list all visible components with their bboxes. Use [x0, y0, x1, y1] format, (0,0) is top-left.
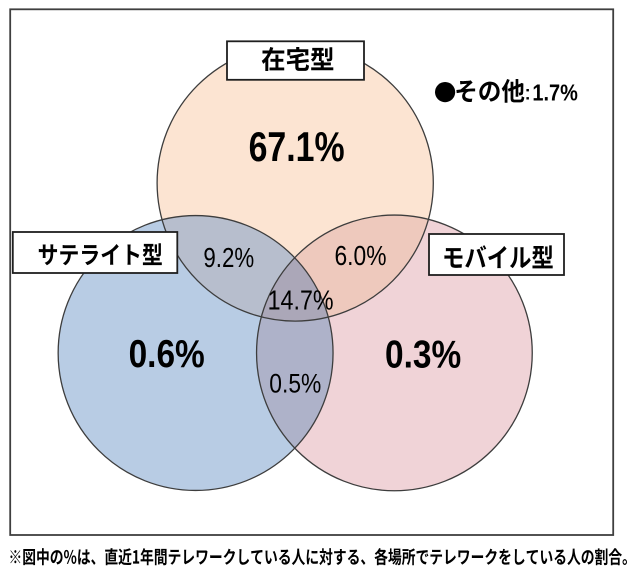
svg-text:9.2%: 9.2% [203, 242, 254, 273]
svg-text:0.6%: 0.6% [129, 333, 205, 376]
svg-text:67.1%: 67.1% [249, 123, 345, 170]
svg-text:6.0%: 6.0% [335, 240, 387, 271]
svg-text:14.7%: 14.7% [268, 284, 334, 315]
svg-text:0.5%: 0.5% [269, 369, 321, 399]
svg-text:1.7%: 1.7% [532, 80, 578, 106]
svg-text:0.3%: 0.3% [385, 334, 461, 377]
